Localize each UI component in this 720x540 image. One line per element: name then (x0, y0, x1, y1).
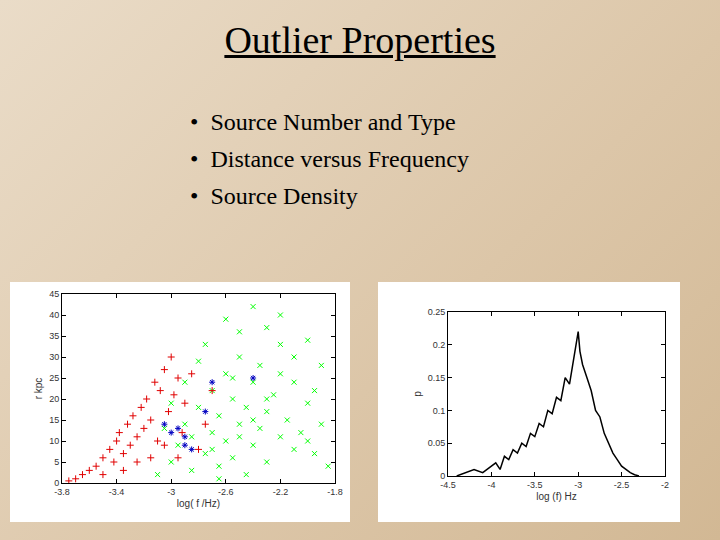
svg-text:40: 40 (49, 310, 59, 320)
svg-text:-3.8: -3.8 (54, 487, 70, 497)
svg-text:20: 20 (49, 394, 59, 404)
svg-text:30: 30 (49, 352, 59, 362)
svg-text:-2.2: -2.2 (273, 487, 289, 497)
svg-text:log (f) Hz: log (f) Hz (536, 491, 577, 502)
svg-text:0: 0 (440, 471, 445, 481)
svg-text:0.2: 0.2 (433, 340, 446, 350)
svg-text:-1.8: -1.8 (327, 487, 343, 497)
svg-text:25: 25 (49, 373, 59, 383)
svg-text:5: 5 (54, 457, 59, 467)
svg-text:-3.4: -3.4 (109, 487, 125, 497)
svg-text:-2.6: -2.6 (218, 487, 234, 497)
svg-text:-3.5: -3.5 (527, 480, 543, 490)
svg-text:15: 15 (49, 415, 59, 425)
html-text:Source Number and Type: Source Number and Type (210, 109, 456, 135)
svg-text:0.25: 0.25 (428, 307, 446, 317)
html-text:Distance versus Frequency: Distance versus Frequency (210, 146, 469, 172)
svg-text:-3: -3 (574, 480, 582, 490)
svg-text:-4: -4 (487, 480, 495, 490)
html-text:Outlier Properties: Outlier Properties (224, 19, 496, 61)
svg-text:10: 10 (49, 436, 59, 446)
svg-text:p: p (412, 391, 423, 397)
html-text:Source Density: Source Density (210, 183, 358, 209)
svg-text:0.15: 0.15 (428, 373, 446, 383)
svg-text:0.05: 0.05 (428, 438, 446, 448)
svg-text:35: 35 (49, 331, 59, 341)
svg-text:-2.5: -2.5 (614, 480, 630, 490)
svg-text:45: 45 (49, 289, 59, 299)
svg-text:-2: -2 (661, 480, 669, 490)
svg-text:0.1: 0.1 (433, 406, 446, 416)
svg-text:r kpc: r kpc (33, 378, 44, 400)
svg-text:log( f /Hz): log( f /Hz) (177, 498, 220, 509)
svg-text:-4.5: -4.5 (440, 480, 456, 490)
svg-text:-3: -3 (167, 487, 175, 497)
svg-text:0: 0 (54, 478, 59, 488)
